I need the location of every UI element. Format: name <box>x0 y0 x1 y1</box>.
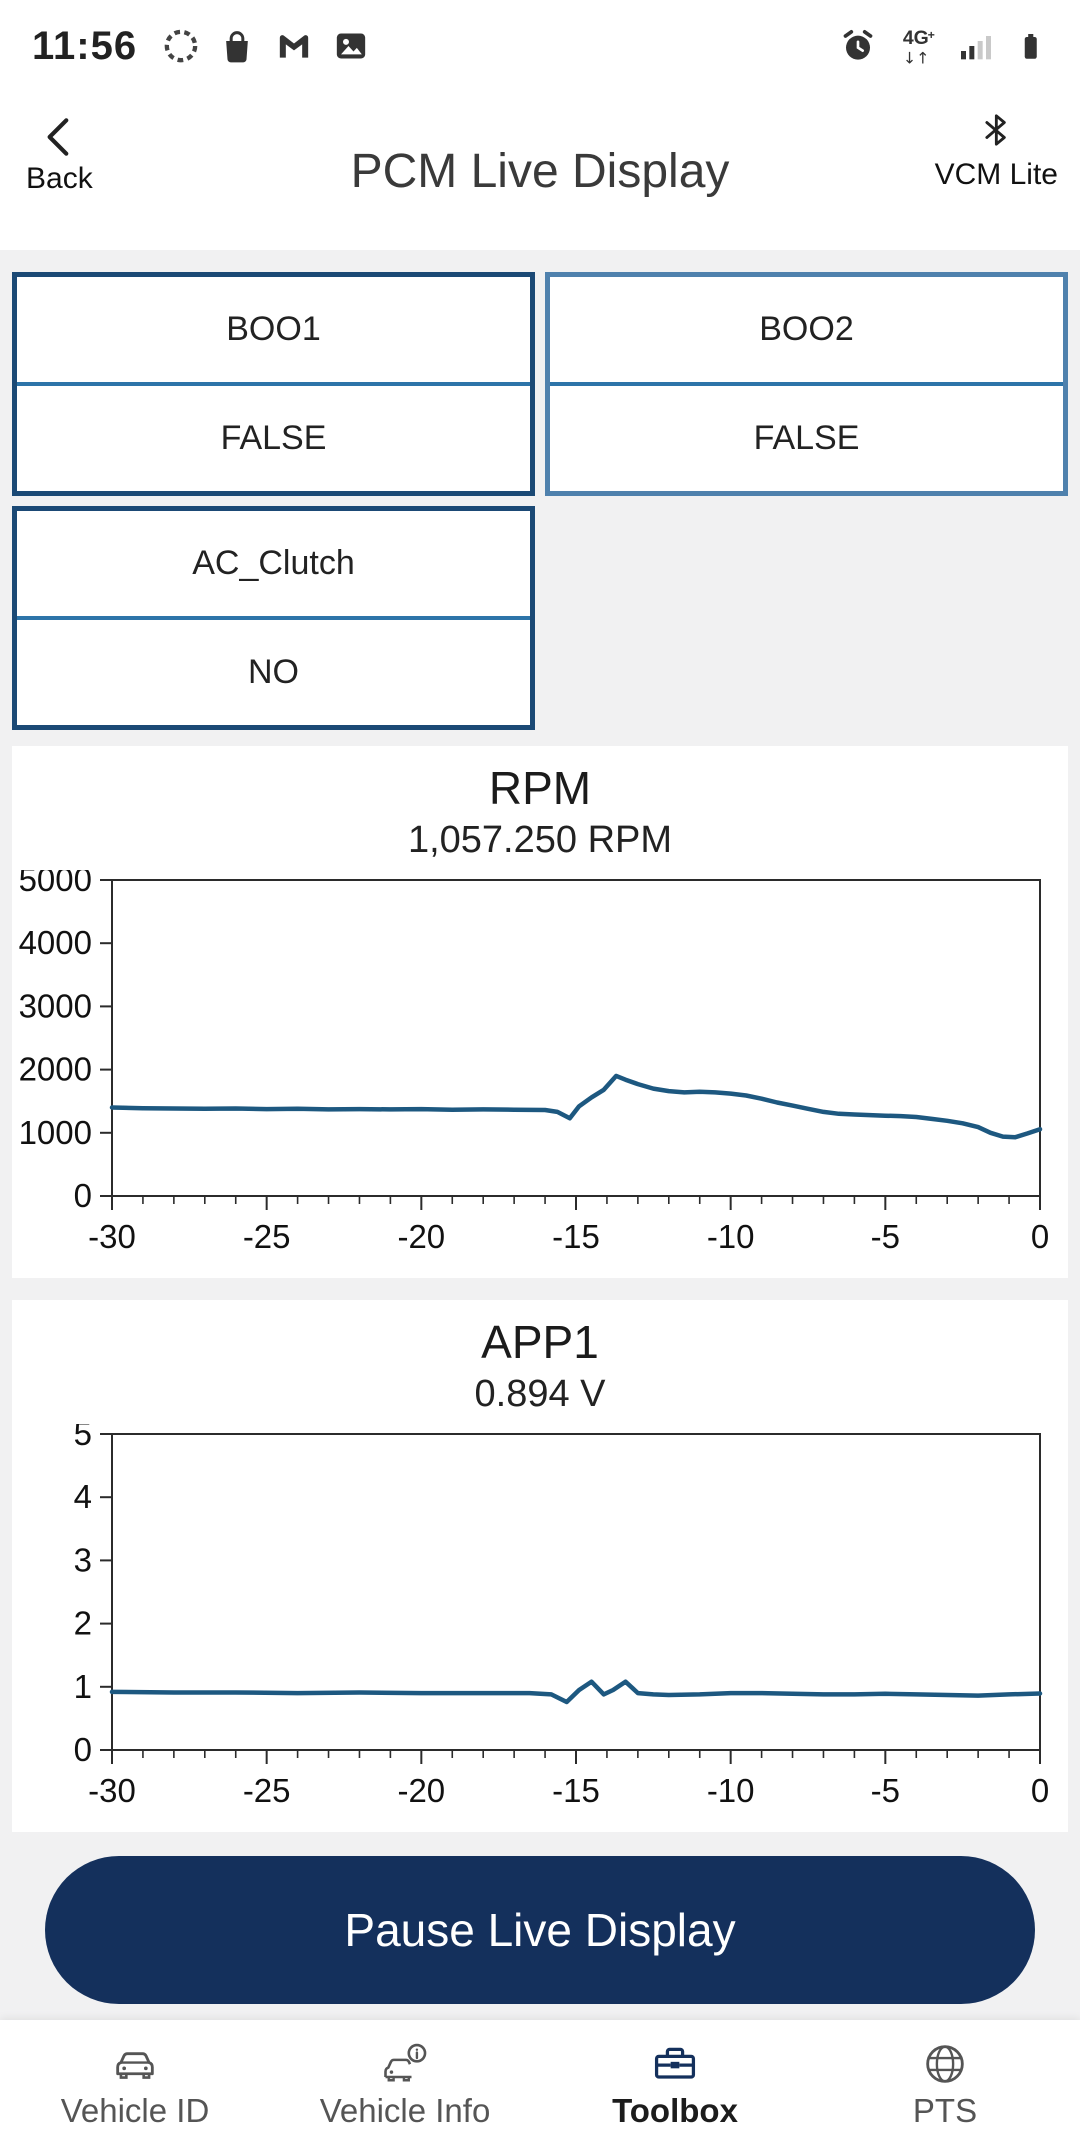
network-4g-icon: 4G+ ↓↑ <box>903 27 935 68</box>
svg-text:0: 0 <box>74 1731 92 1768</box>
svg-text:5000: 5000 <box>19 870 92 898</box>
gmail-icon <box>279 35 309 58</box>
param-value: FALSE <box>753 419 860 457</box>
svg-text:3: 3 <box>74 1541 92 1578</box>
alarm-icon <box>843 30 873 60</box>
status-time: 11:56 <box>32 23 138 68</box>
spinner-icon <box>164 29 198 63</box>
car-info-icon <box>384 2043 427 2082</box>
svg-text:1: 1 <box>74 1668 92 1705</box>
rpm-chart-current-value: 1,057.250 RPM <box>407 819 673 861</box>
bottom-nav: Vehicle ID Vehicle Info Toolbox <box>0 2020 1080 2148</box>
svg-text:-30: -30 <box>88 1772 136 1809</box>
battery-icon <box>1024 34 1037 59</box>
svg-text:0: 0 <box>1031 1218 1049 1255</box>
signal-icon <box>961 36 991 60</box>
status-bar: 11:56 4G + ↓↑ <box>0 0 1080 92</box>
app1-chart-current-value: 0.894 V <box>474 1373 606 1415</box>
gallery-icon <box>336 33 366 59</box>
nav-item-pts[interactable]: PTS <box>850 2038 1040 2130</box>
rpm-chart: 0 1000 2000 3000 4000 5000 -30 -25 -20 -15 -10 -5 0 <box>19 870 1050 1255</box>
nav-label: Vehicle ID <box>60 2092 210 2129</box>
device-label: VCM Lite <box>934 158 1058 191</box>
svg-text:2: 2 <box>74 1605 92 1642</box>
nav-label: Vehicle Info <box>319 2092 491 2129</box>
nav-item-vehicle-id[interactable]: Vehicle ID <box>40 2038 230 2130</box>
pause-live-display-button[interactable]: Pause Live Display <box>45 1856 1035 2004</box>
svg-text:5: 5 <box>74 1424 92 1452</box>
svg-text:-5: -5 <box>871 1772 900 1809</box>
nav-label: Toolbox <box>612 2092 738 2129</box>
rpm-chart-card: RPM 1,057.250 RPM 0 1000 2000 3000 4000 5000 -… <box>12 746 1068 1278</box>
svg-text:-25: -25 <box>243 1772 291 1809</box>
param-tile-boo1[interactable]: BOO1 FALSE <box>12 272 535 496</box>
bag-icon <box>226 31 248 63</box>
globe-icon <box>926 2045 964 2083</box>
status-bar-left: 11:56 <box>32 24 371 69</box>
toolbox-icon <box>654 2047 696 2079</box>
parameter-tiles: BOO1 FALSE BOO2 FALSE AC_Clutch NO <box>12 272 1068 730</box>
nav-item-toolbox[interactable]: Toolbox <box>580 2038 770 2130</box>
svg-text:-20: -20 <box>397 1772 445 1809</box>
header: Back PCM Live Display VCM Lite <box>0 92 1080 250</box>
svg-text:4000: 4000 <box>19 924 92 961</box>
app1-chart-card: APP1 0.894 V 0 1 2 3 4 5 -30 -25 -20 -15 -10 -5 0 <box>12 1300 1068 1832</box>
svg-text:0: 0 <box>74 1177 92 1214</box>
back-button[interactable]: Back <box>26 112 93 196</box>
content: BOO1 FALSE BOO2 FALSE AC_Clutch NO RPM 1… <box>0 250 1080 2020</box>
param-tile-boo2[interactable]: BOO2 FALSE <box>545 272 1068 496</box>
back-chevron-icon <box>47 118 69 156</box>
page-title: PCM Live Display <box>350 144 730 198</box>
svg-text:3000: 3000 <box>19 987 92 1024</box>
back-label: Back <box>26 162 93 195</box>
svg-text:4: 4 <box>74 1478 92 1515</box>
param-name: AC_Clutch <box>17 511 530 620</box>
app1-chart: 0 1 2 3 4 5 -30 -25 -20 -15 -10 -5 0 <box>74 1424 1050 1809</box>
status-bar-right: 4G + ↓↑ <box>838 24 1048 68</box>
nav-label: PTS <box>912 2092 978 2129</box>
svg-text:+: + <box>928 28 935 42</box>
param-name: BOO2 <box>550 277 1063 386</box>
param-name: BOO1 <box>17 277 530 386</box>
svg-text:-5: -5 <box>871 1218 900 1255</box>
param-tile-ac-clutch[interactable]: AC_Clutch NO <box>12 506 535 730</box>
svg-text:↓↑: ↓↑ <box>903 49 930 68</box>
svg-text:-10: -10 <box>707 1218 755 1255</box>
app1-chart-title: APP1 <box>481 1316 599 1368</box>
nav-item-vehicle-info[interactable]: Vehicle Info <box>310 2038 500 2130</box>
svg-text:-30: -30 <box>88 1218 136 1255</box>
svg-text:4G: 4G <box>903 27 929 49</box>
svg-text:2000: 2000 <box>19 1051 92 1088</box>
svg-text:1000: 1000 <box>19 1114 92 1151</box>
rpm-chart-title: RPM <box>488 762 592 814</box>
svg-text:-15: -15 <box>552 1218 600 1255</box>
param-value: NO <box>248 653 299 691</box>
bluetooth-icon <box>985 114 1007 146</box>
vcm-lite-button[interactable]: VCM Lite <box>935 108 1058 192</box>
car-icon <box>116 2052 154 2079</box>
svg-text:-15: -15 <box>552 1772 600 1809</box>
svg-text:-20: -20 <box>397 1218 445 1255</box>
svg-text:-25: -25 <box>243 1218 291 1255</box>
param-value: FALSE <box>220 419 327 457</box>
svg-text:-10: -10 <box>707 1772 755 1809</box>
svg-text:0: 0 <box>1031 1772 1049 1809</box>
